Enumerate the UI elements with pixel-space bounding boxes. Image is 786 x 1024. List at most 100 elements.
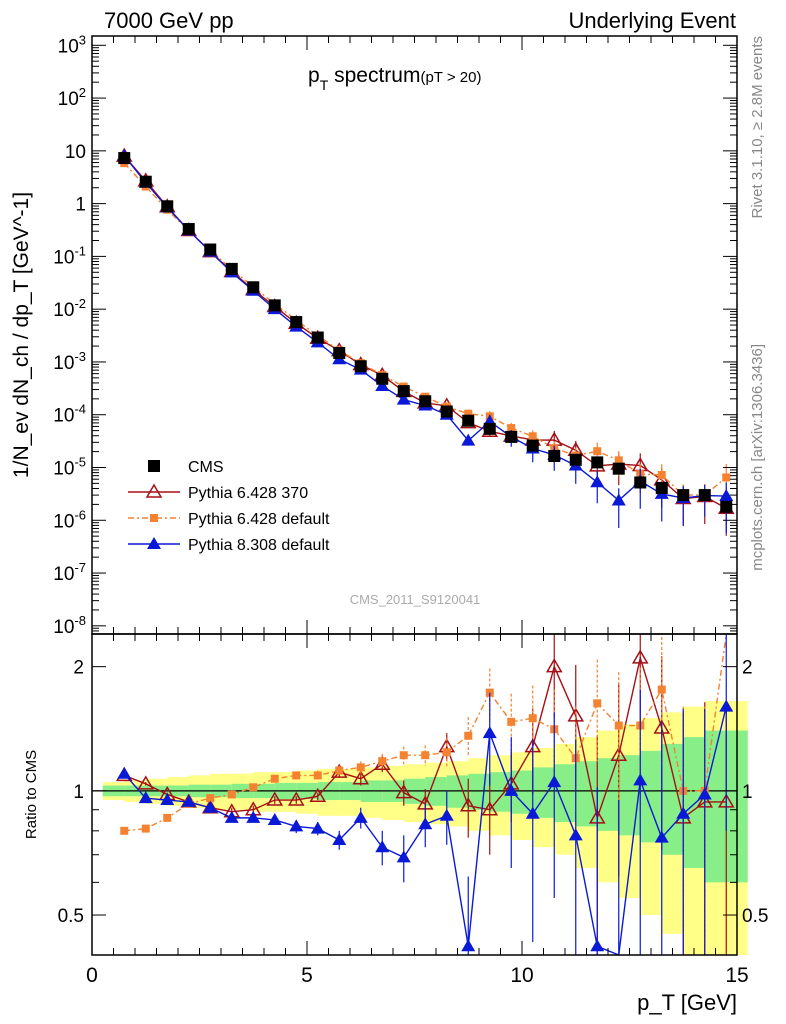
point-cms [247, 281, 260, 294]
header-left: 7000 GeV pp [104, 8, 234, 33]
watermark: CMS_2011_S9120041 [350, 592, 481, 607]
ratio-tick-label-left: 2 [73, 658, 84, 679]
ratio-tick-label-right: 1 [742, 782, 753, 803]
point-p8 [461, 939, 476, 952]
point-p6def [150, 514, 158, 522]
point-cms [483, 422, 496, 435]
point-p8 [697, 787, 712, 800]
x-tick-label: 15 [725, 964, 748, 987]
ratio-tick-label-right: 0.5 [742, 906, 768, 927]
point-p8 [203, 800, 218, 813]
y-axis-label-top: 1/N_ev dN_ch / dp_T [GeV^-1] [10, 192, 33, 478]
legend-label: Pythia 6.428 370 [188, 485, 308, 502]
point-p6def [292, 771, 301, 780]
header-right: Underlying Event [568, 8, 736, 33]
point-p6def [507, 424, 516, 433]
point-p8 [633, 773, 648, 786]
legend-entry-0: CMS [148, 459, 224, 476]
point-p6370 [631, 649, 649, 664]
point-p6def [722, 473, 731, 482]
point-p8 [590, 939, 605, 952]
legend-entry-3: Pythia 8.308 default [128, 537, 330, 554]
point-p6def [378, 757, 387, 766]
axis-labels: 0 5 10 15 10-8 10-7 10-6 10-5 10-4 10-3 10-2 10-1 1 1… [10, 32, 768, 1015]
legend-label: CMS [188, 459, 224, 476]
legend-entry-1: Pythia 6.428 370 [128, 483, 308, 502]
legend-entry-2: Pythia 6.428 default [128, 511, 330, 528]
point-p8 [568, 828, 583, 841]
point-cms [634, 476, 647, 489]
point-p8 [375, 378, 390, 391]
point-cms [118, 152, 131, 165]
point-p6def [464, 409, 473, 418]
point-cms [397, 385, 410, 398]
point-cms [419, 395, 432, 408]
legend-swatch [148, 460, 160, 472]
point-p8 [147, 537, 161, 549]
point-cms [268, 299, 281, 312]
point-p6370 [309, 787, 327, 803]
point-p6def [206, 794, 215, 803]
point-p8 [396, 850, 411, 863]
point-p8 [676, 806, 691, 819]
point-p8 [160, 793, 175, 806]
y-tick-label-top: 1 [75, 195, 86, 216]
point-cms [354, 360, 367, 373]
plot-title: pT spectrum(pT > 20) [308, 64, 481, 93]
point-p6def [657, 470, 666, 479]
point-cms [376, 372, 389, 385]
point-p6def [528, 714, 537, 723]
point-p6def [421, 751, 430, 760]
top-line-1 [123, 162, 727, 496]
point-p6370 [545, 658, 563, 673]
x-tick-label: 10 [510, 964, 533, 987]
y-tick-label-top: 10-3 [53, 349, 86, 374]
point-p8 [611, 493, 626, 506]
y-tick-label-top: 10-2 [53, 296, 86, 321]
point-cms [204, 243, 217, 256]
point-cms [225, 262, 238, 275]
y-tick-label-top: 10-4 [53, 402, 86, 427]
point-cms [612, 462, 625, 475]
point-p8 [246, 810, 261, 823]
point-p6def [313, 771, 322, 780]
point-p6def [614, 456, 623, 465]
y-tick-label-top: 10-1 [53, 243, 86, 268]
point-cms [548, 450, 561, 463]
legend-label: Pythia 6.428 default [188, 511, 330, 528]
point-p6def [657, 685, 666, 694]
point-p6def [507, 717, 516, 726]
ratio-line-1 [124, 633, 727, 832]
point-p6370 [567, 707, 585, 722]
x-tick-label: 0 [86, 964, 98, 987]
point-p8 [310, 821, 325, 834]
point-p6def [442, 748, 451, 757]
point-p6def [270, 774, 279, 783]
y-tick-label-top: 10-6 [53, 507, 86, 532]
y-tick-label-top: 10 [65, 142, 86, 163]
point-p6def [528, 432, 537, 441]
point-cms [720, 500, 733, 513]
ratio-tick-label-left: 0.5 [58, 906, 84, 927]
legend: CMS Pythia 6.428 370 Pythia 6.428 default P… [128, 459, 330, 554]
series-layer [115, 147, 735, 956]
point-p8 [590, 475, 605, 488]
point-p8 [353, 810, 368, 823]
point-p8 [719, 489, 734, 502]
point-p8 [224, 810, 239, 823]
point-p8 [504, 783, 519, 796]
point-cms [333, 346, 346, 359]
x-tick-label: 5 [301, 964, 313, 987]
point-cms [440, 405, 453, 418]
y-tick-label-top: 10-5 [53, 454, 86, 479]
point-p6def [249, 783, 258, 792]
point-p6def [227, 790, 236, 799]
point-cms [591, 456, 604, 469]
point-p8 [375, 840, 390, 853]
point-p6370 [137, 775, 155, 790]
point-p6370 [287, 791, 305, 806]
legend-label: Pythia 8.308 default [188, 537, 330, 554]
point-p8 [547, 775, 562, 788]
plot-title-main: pT spectrum(pT > 20) [308, 64, 481, 93]
point-cms [311, 331, 324, 344]
